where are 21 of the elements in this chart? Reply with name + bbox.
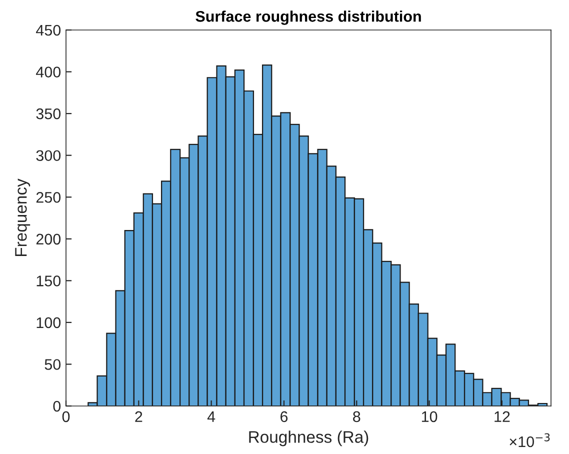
text: ×10$^{−3}$: [510, 433, 550, 448]
y-tick-label: 0: [53, 400, 61, 412]
x-tick-label: 6: [280, 411, 288, 422]
x-tick-label: 12: [494, 411, 510, 422]
x-tick-label: 10: [422, 411, 438, 422]
x-tick-label: 8: [353, 411, 360, 422]
y-tick-label: 350: [36, 108, 61, 120]
y-tick-label: 450: [36, 24, 61, 36]
y-tick-label: 250: [36, 192, 61, 203]
y-tick-label: 150: [36, 276, 61, 286]
y-tick-label: 200: [36, 234, 61, 245]
chart-title: Surface roughness distribution: [196, 10, 421, 25]
x-tick-label: 2: [135, 411, 142, 422]
y-tick-label: 100: [36, 317, 61, 328]
y-tick-label: 300: [36, 150, 61, 162]
x-tick-label: 0: [62, 411, 70, 422]
x-axis-title: Roughness (Ra): [249, 430, 368, 446]
y-tick-label: 400: [36, 66, 61, 78]
x-tick-label: 4: [207, 411, 216, 422]
y-tick-label: 50: [44, 359, 61, 370]
y-axis-title: Frequency: [15, 178, 30, 256]
